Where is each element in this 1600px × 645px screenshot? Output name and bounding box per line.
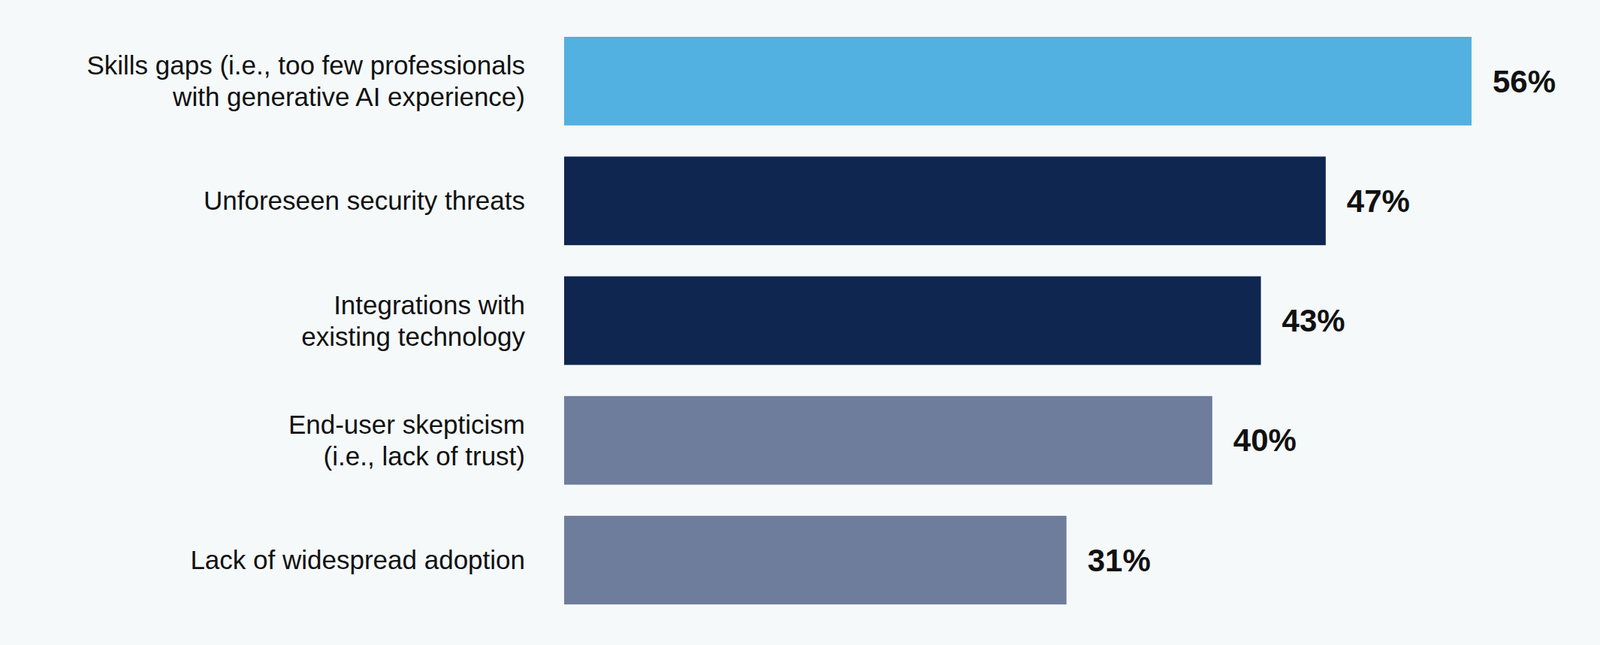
tick-label-line: (i.e., lack of trust) xyxy=(323,440,526,471)
tick: End-user skepticism(i.e., lack of trust) xyxy=(288,409,526,471)
y-axis: Skills gaps (i.e., too few professionals… xyxy=(86,37,526,605)
data-label: 43% xyxy=(1282,302,1346,339)
tick: Integrations withexisting technology xyxy=(301,289,526,351)
tick-label-line: Lack of widespread adoption xyxy=(190,544,526,574)
tick-label-line: Integrations with xyxy=(333,289,526,320)
bars xyxy=(564,36,1472,604)
bar xyxy=(564,276,1262,366)
bar xyxy=(564,156,1326,245)
tick-label: Skills gaps (i.e., too few professionals… xyxy=(86,50,526,112)
tick-label-line: End-user skepticism xyxy=(288,409,526,439)
tick-label-line: existing technology xyxy=(301,321,526,351)
axis-line xyxy=(525,37,526,605)
data-label: 56% xyxy=(1492,63,1556,100)
bar xyxy=(564,395,1213,485)
tick-label: End-user skepticism(i.e., lack of trust) xyxy=(288,409,526,471)
background xyxy=(0,0,1600,645)
tick-label-line: with generative AI experience) xyxy=(172,81,526,112)
tick-label: Lack of widespread adoption xyxy=(190,544,526,574)
bar xyxy=(564,36,1472,126)
tick-label: Unforeseen security threats xyxy=(203,185,526,215)
data-label: 47% xyxy=(1346,183,1410,219)
data-label: 31% xyxy=(1087,542,1151,578)
tick-label-line: Skills gaps (i.e., too few professionals xyxy=(86,50,526,80)
data-labels: 56% 47% 43% 40% 31% xyxy=(1087,63,1556,578)
tick: Unforeseen security threats xyxy=(203,185,526,215)
data-label: 40% xyxy=(1233,422,1297,458)
tick-label: Integrations withexisting technology xyxy=(301,289,526,351)
bar xyxy=(564,515,1067,604)
tick: Skills gaps (i.e., too few professionals… xyxy=(86,50,526,112)
tick-label-line: Unforeseen security threats xyxy=(203,185,526,215)
chart: Skills gaps (i.e., too few professionals… xyxy=(0,0,1600,645)
tick: Lack of widespread adoption xyxy=(190,544,526,574)
